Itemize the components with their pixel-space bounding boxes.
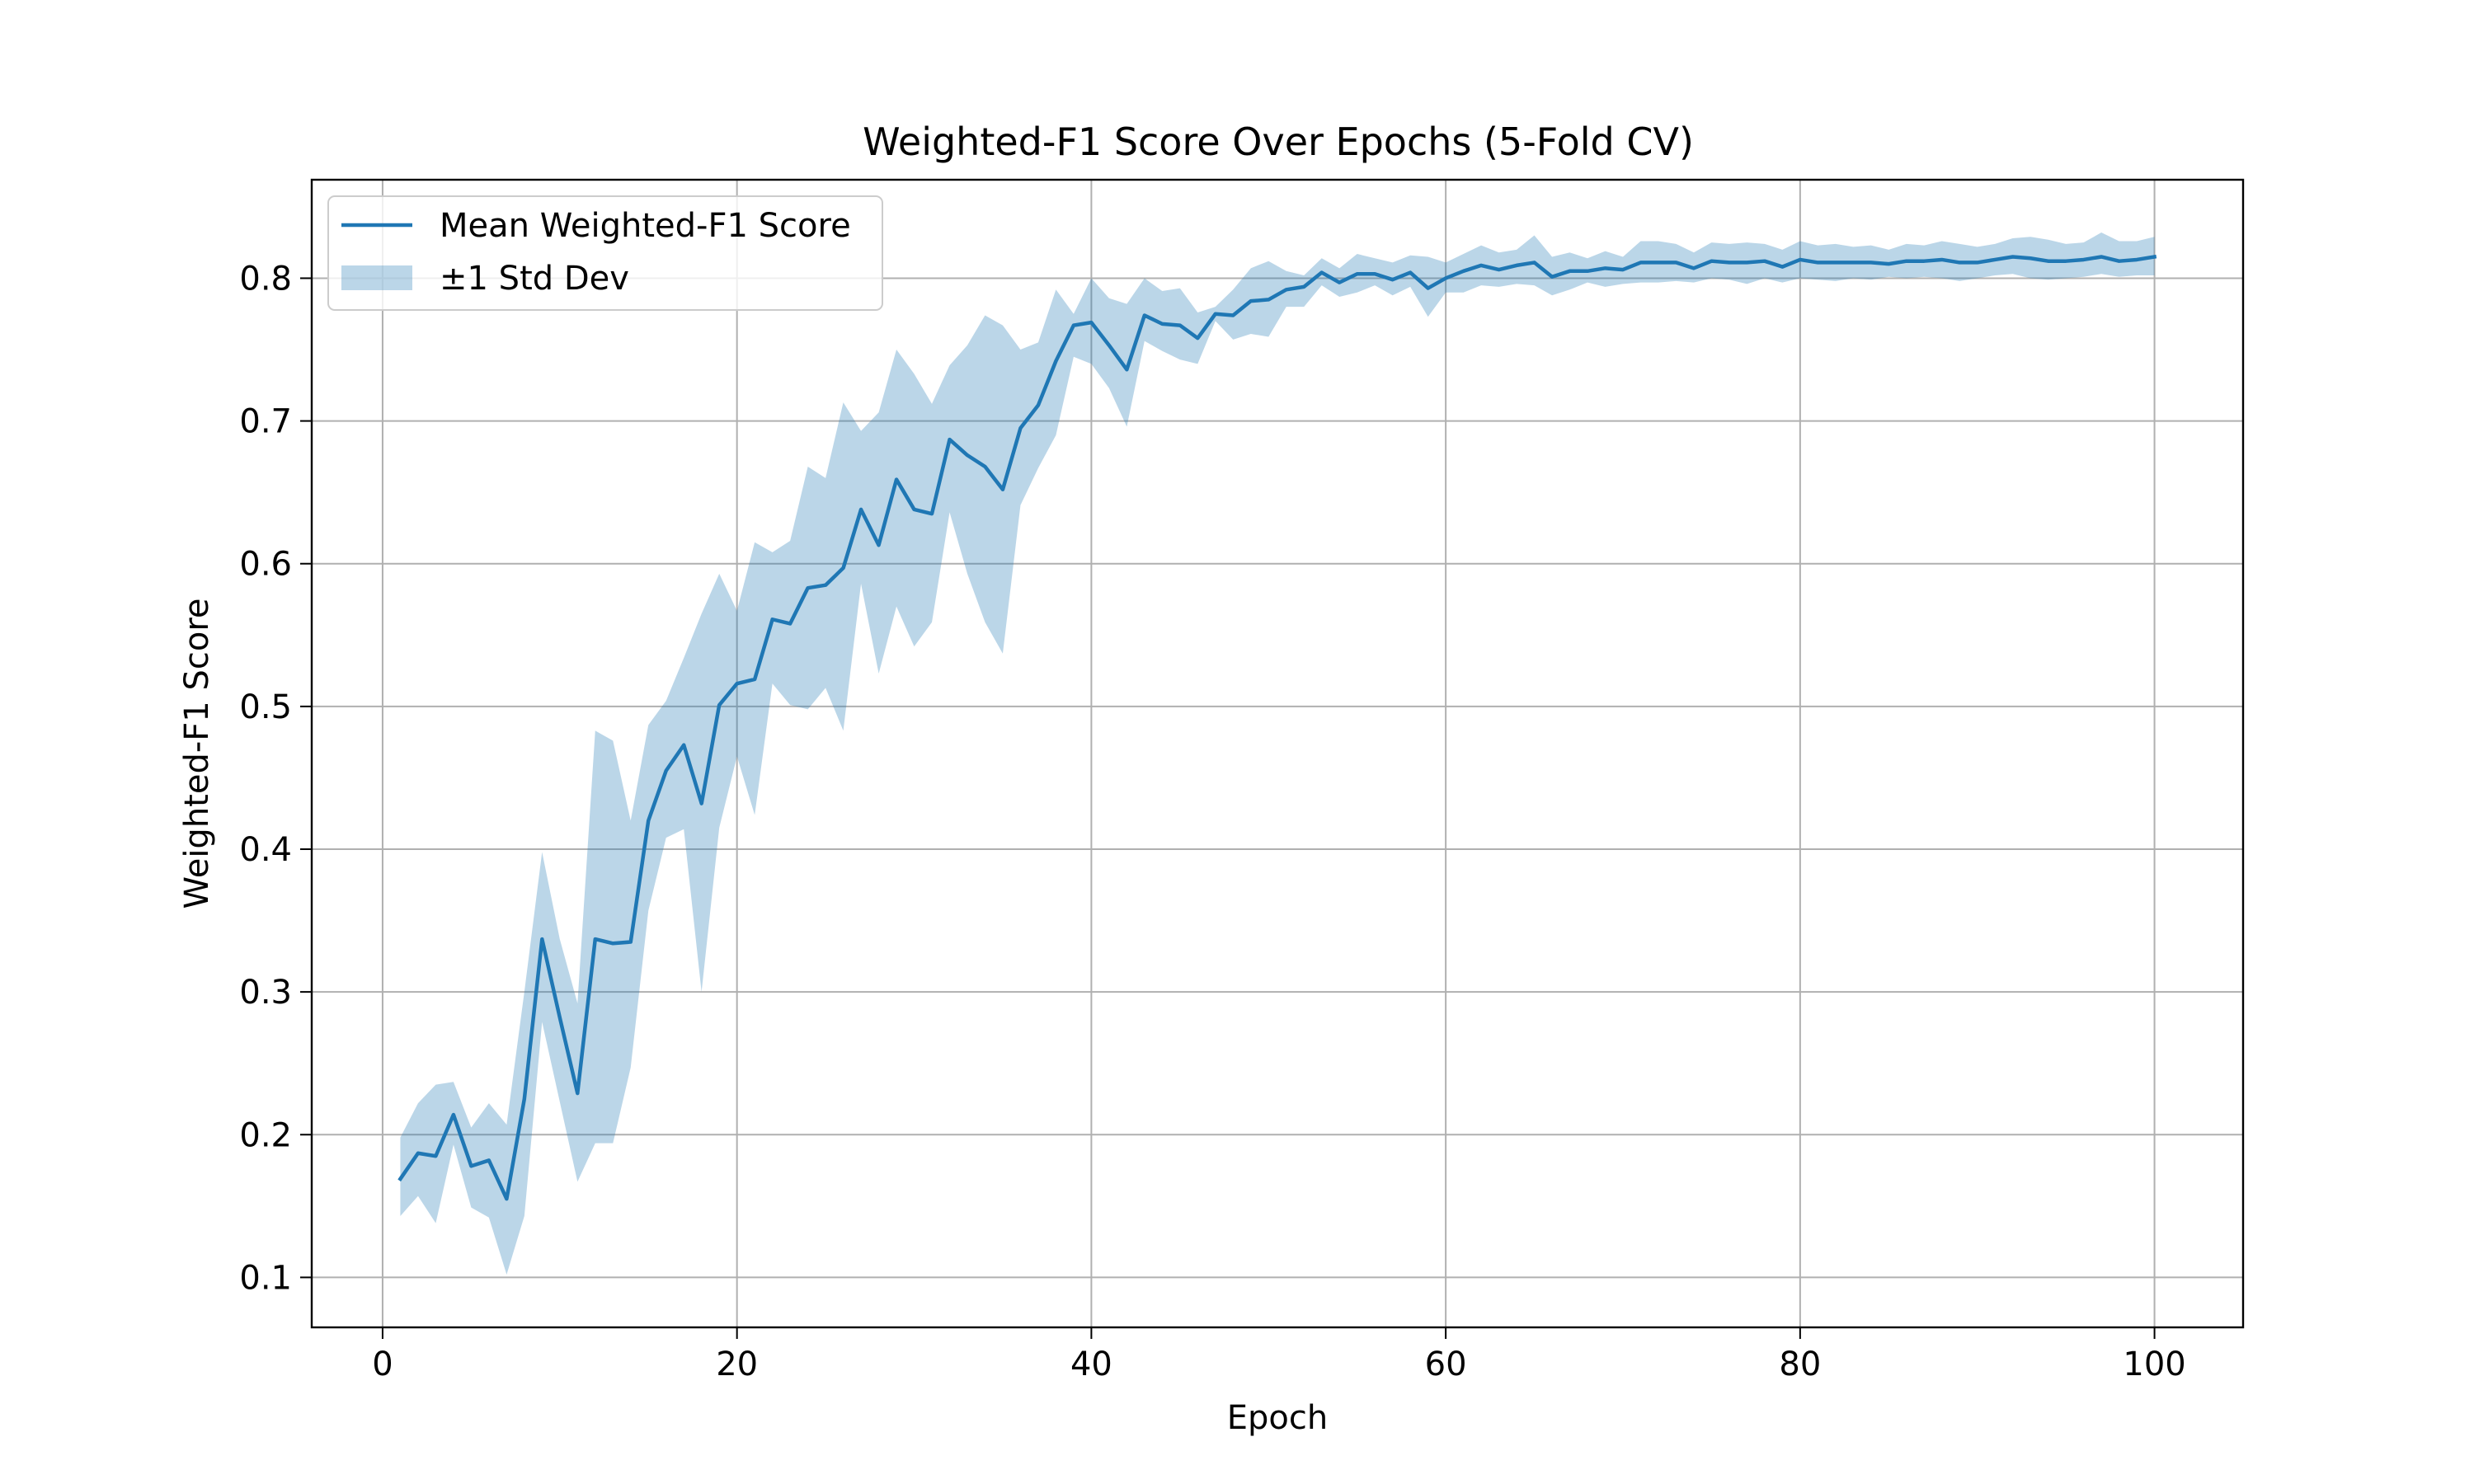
legend-label-std: ±1 Std Dev — [440, 260, 629, 298]
mean-f1-line — [397, 254, 2157, 1201]
plot-background — [312, 180, 2243, 1327]
legend-box — [327, 195, 883, 311]
y-tick-label: 0.1 — [239, 1259, 292, 1297]
x-tick-label: 100 — [2123, 1345, 2185, 1383]
y-tick-label: 0.4 — [239, 831, 292, 869]
legend: Mean Weighted-F1 Score ±1 Std Dev — [327, 195, 883, 311]
legend-label-mean: Mean Weighted-F1 Score — [440, 207, 851, 245]
y-tick-label: 0.7 — [239, 403, 292, 441]
y-tick-label: 0.6 — [239, 546, 292, 584]
x-tick-label: 0 — [372, 1345, 393, 1383]
x-tick-label: 20 — [716, 1345, 758, 1383]
x-axis-label: Epoch — [1227, 1399, 1328, 1437]
std-dev-band — [400, 232, 2155, 1275]
x-tick-label: 60 — [1425, 1345, 1467, 1383]
y-tick-label: 0.2 — [239, 1116, 292, 1154]
chart-title: Weighted-F1 Score Over Epochs (5-Fold CV… — [863, 120, 1694, 164]
plot-frame — [310, 178, 2245, 1329]
x-tick-label: 40 — [1070, 1345, 1112, 1383]
y-tick-label: 0.5 — [239, 688, 292, 726]
x-tick-label: 80 — [1779, 1345, 1821, 1383]
std-band-layer — [400, 232, 2155, 1275]
grid-lines — [312, 180, 2243, 1327]
legend-band-swatch — [341, 265, 412, 290]
y-tick-label: 0.3 — [239, 974, 292, 1012]
y-axis-label: Weighted-F1 Score — [178, 599, 216, 909]
x-axis-ticks: 0 20 40 60 80 100 — [372, 1327, 2186, 1383]
y-axis-ticks: 0.1 0.2 0.3 0.4 0.5 0.6 0.7 0.8 — [239, 260, 312, 1297]
plot-area — [310, 178, 2245, 1329]
mean-line-layer — [397, 254, 2157, 1201]
y-tick-label: 0.8 — [239, 260, 292, 298]
